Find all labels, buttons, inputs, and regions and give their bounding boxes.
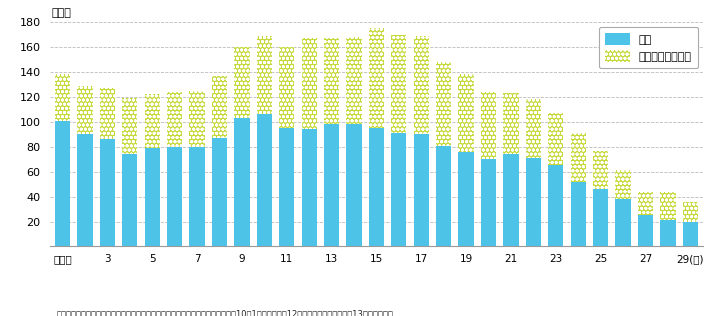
Bar bbox=[481, 92, 496, 159]
Bar bbox=[212, 138, 227, 246]
Bar bbox=[55, 75, 70, 121]
Bar bbox=[346, 37, 361, 124]
Bar bbox=[660, 220, 675, 246]
Bar bbox=[145, 94, 160, 148]
Bar bbox=[458, 75, 474, 152]
Bar bbox=[593, 150, 608, 189]
Bar bbox=[189, 91, 204, 147]
Bar bbox=[324, 38, 339, 124]
Bar bbox=[279, 47, 295, 128]
Bar bbox=[122, 98, 138, 154]
Bar bbox=[615, 199, 631, 246]
Bar bbox=[638, 191, 653, 215]
Bar bbox=[189, 147, 204, 246]
Bar bbox=[683, 222, 698, 246]
Bar bbox=[279, 47, 295, 128]
Text: （人）: （人） bbox=[52, 9, 71, 18]
Bar bbox=[571, 182, 586, 246]
Bar bbox=[414, 134, 429, 246]
Bar bbox=[77, 86, 92, 134]
Bar bbox=[458, 152, 474, 246]
Bar bbox=[503, 154, 518, 246]
Bar bbox=[436, 62, 451, 145]
Bar bbox=[234, 47, 250, 118]
Bar bbox=[189, 91, 204, 147]
Bar bbox=[391, 133, 407, 246]
Bar bbox=[369, 128, 384, 246]
Bar bbox=[77, 134, 92, 246]
Bar bbox=[503, 93, 518, 154]
Bar bbox=[324, 38, 339, 124]
Bar bbox=[458, 75, 474, 152]
Bar bbox=[369, 28, 384, 128]
Bar bbox=[145, 148, 160, 246]
Bar bbox=[549, 113, 564, 166]
Bar bbox=[55, 75, 70, 121]
Bar bbox=[481, 159, 496, 246]
Bar bbox=[638, 191, 653, 215]
Bar bbox=[279, 128, 295, 246]
Bar bbox=[77, 86, 92, 134]
Bar bbox=[593, 189, 608, 246]
Legend: 窃盗, 窃盗以外の刑法犯: 窃盗, 窃盗以外の刑法犯 bbox=[599, 27, 698, 68]
Bar bbox=[526, 100, 541, 158]
Bar bbox=[257, 114, 272, 246]
Bar bbox=[302, 129, 317, 246]
Bar bbox=[167, 92, 182, 147]
Bar bbox=[571, 133, 586, 182]
Bar bbox=[549, 166, 564, 246]
Bar bbox=[414, 36, 429, 134]
Bar bbox=[549, 113, 564, 166]
Bar bbox=[615, 170, 631, 199]
Bar bbox=[683, 202, 698, 222]
Text: 注：算出に用いた人口は、総務省統計資料「国勢調査」又は「人口推計」（各年10月1日現在人口（12年までは補完補正人口、13年以降は補完
補正を行っていないもの）: 注：算出に用いた人口は、総務省統計資料「国勢調査」又は「人口推計」（各年10月1… bbox=[57, 309, 394, 316]
Bar bbox=[100, 139, 115, 246]
Bar bbox=[481, 92, 496, 159]
Bar bbox=[391, 34, 407, 133]
Bar bbox=[346, 124, 361, 246]
Bar bbox=[593, 150, 608, 189]
Bar bbox=[615, 170, 631, 199]
Bar bbox=[391, 34, 407, 133]
Bar bbox=[122, 154, 138, 246]
Bar bbox=[100, 88, 115, 139]
Bar bbox=[122, 98, 138, 154]
Bar bbox=[212, 76, 227, 138]
Bar bbox=[302, 38, 317, 129]
Bar bbox=[145, 94, 160, 148]
Bar bbox=[414, 36, 429, 134]
Bar bbox=[436, 62, 451, 145]
Bar bbox=[436, 145, 451, 246]
Bar bbox=[526, 100, 541, 158]
Bar bbox=[324, 124, 339, 246]
Bar bbox=[638, 215, 653, 246]
Bar bbox=[100, 88, 115, 139]
Bar bbox=[257, 36, 272, 114]
Bar bbox=[683, 202, 698, 222]
Bar bbox=[257, 36, 272, 114]
Bar bbox=[369, 28, 384, 128]
Bar bbox=[526, 158, 541, 246]
Bar bbox=[503, 93, 518, 154]
Bar bbox=[167, 147, 182, 246]
Bar bbox=[212, 76, 227, 138]
Bar bbox=[346, 37, 361, 124]
Bar bbox=[55, 121, 70, 246]
Bar bbox=[234, 47, 250, 118]
Bar bbox=[660, 191, 675, 220]
Bar bbox=[571, 133, 586, 182]
Bar bbox=[660, 191, 675, 220]
Bar bbox=[234, 118, 250, 246]
Bar bbox=[302, 38, 317, 129]
Bar bbox=[167, 92, 182, 147]
